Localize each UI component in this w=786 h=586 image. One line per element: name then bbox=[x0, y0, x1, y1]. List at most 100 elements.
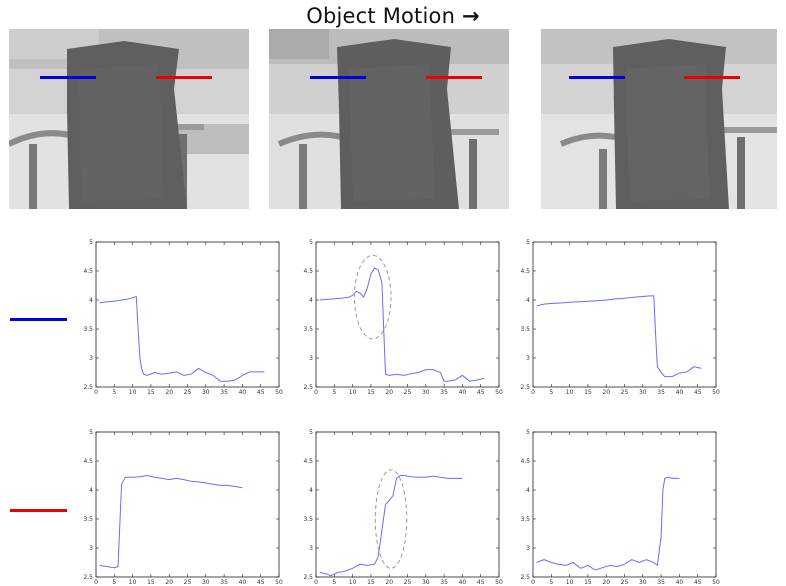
y-tick-label: 4 bbox=[526, 487, 530, 494]
x-tick-label: 35 bbox=[657, 389, 665, 396]
x-tick-label: 35 bbox=[440, 389, 448, 396]
x-tick-label: 0 bbox=[531, 389, 535, 396]
x-tick-label: 35 bbox=[220, 389, 228, 396]
highlight-ellipse bbox=[353, 254, 392, 340]
x-tick-label: 5 bbox=[112, 579, 116, 586]
x-tick-label: 20 bbox=[385, 389, 393, 396]
y-tick-label: 5 bbox=[89, 239, 93, 246]
y-tick-label: 3 bbox=[309, 355, 313, 362]
series-line bbox=[319, 267, 485, 382]
series-line bbox=[99, 295, 265, 382]
x-tick-label: 50 bbox=[712, 579, 720, 586]
y-tick-label: 2.5 bbox=[303, 574, 313, 581]
x-tick-label: 50 bbox=[495, 579, 503, 586]
frame-3-blue-marker bbox=[569, 76, 625, 79]
y-tick-label: 4.5 bbox=[520, 458, 530, 465]
y-tick-label: 2.5 bbox=[520, 574, 530, 581]
x-tick-label: 15 bbox=[584, 389, 592, 396]
x-tick-label: 30 bbox=[422, 579, 430, 586]
x-tick-label: 40 bbox=[239, 389, 247, 396]
x-tick-label: 0 bbox=[94, 579, 98, 586]
y-tick-label: 4 bbox=[309, 487, 313, 494]
frame-1-red-marker bbox=[156, 76, 212, 79]
plot-red-1: 0 5 10 15 20 25 30 35 40 45 50 2.5 3 3.5 4 4.5 5 bbox=[82, 423, 283, 586]
axes-box bbox=[95, 431, 280, 578]
x-tick-label: 45 bbox=[477, 579, 485, 586]
axes-box bbox=[95, 241, 280, 388]
x-tick-label: 0 bbox=[314, 389, 318, 396]
frame-2-red-marker bbox=[426, 76, 482, 79]
frame-1 bbox=[9, 29, 249, 209]
x-tick-label: 15 bbox=[147, 389, 155, 396]
x-tick-label: 25 bbox=[404, 389, 412, 396]
y-tick-label: 4 bbox=[89, 297, 93, 304]
y-tick-label: 3 bbox=[526, 355, 530, 362]
x-tick-label: 35 bbox=[440, 579, 448, 586]
y-tick-label: 3 bbox=[89, 355, 93, 362]
x-tick-label: 40 bbox=[239, 579, 247, 586]
y-tick-label: 3.5 bbox=[83, 516, 93, 523]
plot-blue-1: 0 5 10 15 20 25 30 35 40 45 50 2.5 3 3.5 4 4.5 5 bbox=[82, 233, 283, 396]
x-tick-label: 45 bbox=[694, 389, 702, 396]
x-tick-label: 25 bbox=[621, 389, 629, 396]
x-tick-label: 10 bbox=[566, 389, 574, 396]
x-tick-label: 25 bbox=[404, 579, 412, 586]
x-tick-label: 0 bbox=[314, 579, 318, 586]
title-text: Object Motion bbox=[306, 4, 456, 28]
x-tick-label: 10 bbox=[349, 579, 357, 586]
y-tick-label: 3 bbox=[89, 545, 93, 552]
x-tick-label: 30 bbox=[639, 579, 647, 586]
y-tick-label: 3.5 bbox=[303, 326, 313, 333]
plot-blue-3: 0 5 10 15 20 25 30 35 40 45 50 2.5 3 3.5 4 4.5 5 bbox=[519, 233, 720, 396]
x-tick-label: 10 bbox=[566, 579, 574, 586]
x-tick-label: 5 bbox=[549, 579, 553, 586]
y-tick-label: 2.5 bbox=[303, 384, 313, 391]
axes-box bbox=[315, 241, 500, 388]
x-tick-label: 10 bbox=[349, 389, 357, 396]
x-tick-label: 45 bbox=[694, 579, 702, 586]
x-tick-label: 50 bbox=[495, 389, 503, 396]
x-tick-label: 45 bbox=[257, 579, 265, 586]
y-tick-label: 4.5 bbox=[520, 268, 530, 275]
axes-box bbox=[532, 241, 717, 388]
x-tick-label: 0 bbox=[94, 389, 98, 396]
x-tick-label: 5 bbox=[332, 579, 336, 586]
x-tick-label: 20 bbox=[165, 389, 173, 396]
x-tick-label: 40 bbox=[459, 579, 467, 586]
x-tick-label: 20 bbox=[602, 579, 610, 586]
x-tick-label: 10 bbox=[129, 389, 137, 396]
page-title: Object Motion → bbox=[0, 4, 786, 28]
x-tick-label: 30 bbox=[422, 389, 430, 396]
y-tick-label: 4 bbox=[309, 297, 313, 304]
y-tick-label: 2.5 bbox=[83, 384, 93, 391]
frame-1-blue-marker bbox=[40, 76, 96, 79]
right-arrow-icon: → bbox=[461, 4, 480, 28]
y-tick-label: 4.5 bbox=[83, 268, 93, 275]
frame-2-blue-marker bbox=[310, 76, 366, 79]
y-tick-label: 4.5 bbox=[83, 458, 93, 465]
y-tick-label: 4.5 bbox=[303, 268, 313, 275]
y-tick-label: 3.5 bbox=[520, 326, 530, 333]
x-tick-label: 15 bbox=[367, 579, 375, 586]
highlight-ellipse bbox=[374, 469, 408, 569]
x-tick-label: 40 bbox=[459, 389, 467, 396]
y-tick-label: 3.5 bbox=[520, 516, 530, 523]
x-tick-label: 20 bbox=[602, 389, 610, 396]
x-tick-label: 15 bbox=[584, 579, 592, 586]
x-tick-label: 40 bbox=[676, 579, 684, 586]
y-tick-label: 4 bbox=[526, 297, 530, 304]
plot-red-2: 0 5 10 15 20 25 30 35 40 45 50 2.5 3 3.5 4 4.5 5 bbox=[302, 423, 503, 586]
blue-series-swatch bbox=[10, 318, 67, 321]
y-tick-label: 4 bbox=[89, 487, 93, 494]
x-tick-label: 30 bbox=[202, 579, 210, 586]
axes-box bbox=[315, 431, 500, 578]
y-tick-label: 3.5 bbox=[303, 516, 313, 523]
frame-3 bbox=[541, 29, 777, 209]
frame-3-red-marker bbox=[684, 76, 740, 79]
x-tick-label: 35 bbox=[657, 579, 665, 586]
y-tick-label: 3 bbox=[309, 545, 313, 552]
y-tick-label: 3.5 bbox=[83, 326, 93, 333]
y-tick-label: 5 bbox=[309, 239, 313, 246]
x-tick-label: 30 bbox=[202, 389, 210, 396]
axes-box bbox=[532, 431, 717, 578]
